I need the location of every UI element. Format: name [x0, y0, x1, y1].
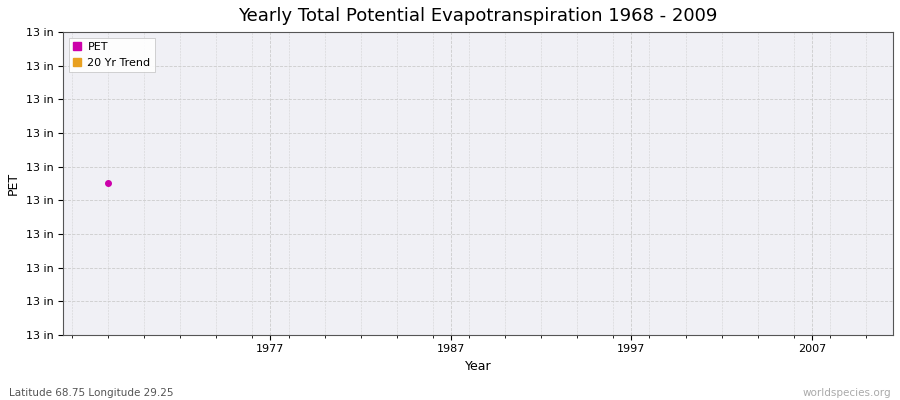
Y-axis label: PET: PET — [7, 172, 20, 195]
Legend: PET, 20 Yr Trend: PET, 20 Yr Trend — [68, 38, 155, 72]
X-axis label: Year: Year — [464, 360, 491, 373]
Text: Latitude 68.75 Longitude 29.25: Latitude 68.75 Longitude 29.25 — [9, 388, 174, 398]
Title: Yearly Total Potential Evapotranspiration 1968 - 2009: Yearly Total Potential Evapotranspiratio… — [238, 7, 717, 25]
Text: worldspecies.org: worldspecies.org — [803, 388, 891, 398]
